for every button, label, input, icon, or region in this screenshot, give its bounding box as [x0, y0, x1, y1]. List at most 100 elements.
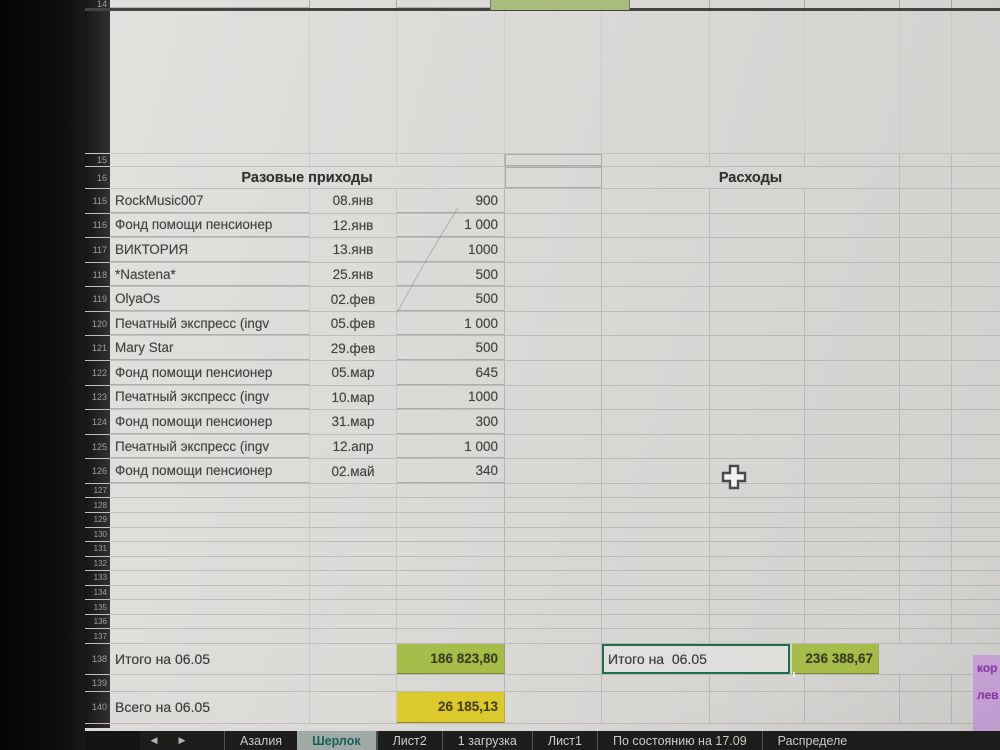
cell[interactable]: [602, 189, 710, 213]
cell[interactable]: [900, 600, 952, 614]
cell-amount[interactable]: 300: [397, 410, 505, 434]
cell[interactable]: [310, 556, 397, 571]
cell[interactable]: [710, 571, 805, 585]
cell[interactable]: [505, 513, 602, 527]
cell-date[interactable]: 25.янв: [310, 262, 397, 287]
cell-name[interactable]: Mary Star: [110, 336, 310, 361]
cell[interactable]: [602, 0, 710, 8]
cell[interactable]: [805, 11, 900, 153]
row-header[interactable]: 116: [85, 213, 110, 238]
cell[interactable]: [900, 434, 952, 459]
cell[interactable]: [110, 527, 310, 542]
cell[interactable]: [397, 614, 505, 629]
row-header[interactable]: 138: [85, 643, 110, 674]
cell[interactable]: [805, 189, 900, 213]
cell[interactable]: [900, 154, 952, 166]
cell[interactable]: [805, 459, 900, 483]
cell-amount[interactable]: 1 000: [397, 213, 505, 238]
sheet-tab-sherlok-active[interactable]: Шерлок: [297, 731, 377, 750]
cell[interactable]: [710, 691, 805, 723]
cell[interactable]: [805, 691, 900, 723]
cell[interactable]: [602, 542, 710, 556]
cell[interactable]: [602, 311, 710, 336]
expense-section-title[interactable]: Расходы: [602, 167, 900, 188]
cell[interactable]: [952, 238, 1000, 262]
cell[interactable]: [602, 213, 710, 238]
cell-amount[interactable]: 900: [397, 189, 505, 213]
cell[interactable]: [602, 556, 710, 571]
cell-date[interactable]: 08.янв: [310, 189, 397, 213]
cell[interactable]: [952, 312, 1000, 336]
cell[interactable]: [710, 385, 805, 410]
cell[interactable]: [602, 614, 710, 629]
cell[interactable]: [602, 434, 710, 459]
row-header[interactable]: 126: [85, 459, 110, 483]
cell[interactable]: [952, 513, 1000, 527]
cell[interactable]: [710, 0, 805, 8]
cell-date[interactable]: 31.мар: [310, 410, 397, 434]
cell[interactable]: [310, 11, 397, 153]
cell[interactable]: [505, 167, 602, 188]
cell[interactable]: [710, 498, 805, 513]
cell[interactable]: [602, 629, 710, 643]
cell[interactable]: [952, 11, 1000, 153]
cell[interactable]: [310, 614, 397, 629]
row-header[interactable]: 136: [85, 614, 110, 629]
cell[interactable]: [310, 629, 397, 643]
cell[interactable]: [505, 527, 602, 542]
cell[interactable]: [900, 336, 952, 361]
cell[interactable]: [505, 311, 602, 336]
row-header[interactable]: 125: [85, 434, 110, 459]
cell[interactable]: [110, 0, 310, 8]
cell[interactable]: [505, 674, 602, 691]
cell[interactable]: [805, 527, 900, 542]
income-section-title[interactable]: Разовые приходы: [110, 167, 505, 188]
cell[interactable]: [310, 674, 397, 691]
cell[interactable]: [952, 361, 1000, 385]
selected-cell-expense-total-label[interactable]: Итого на 06.05: [602, 643, 790, 674]
cell[interactable]: [505, 459, 602, 483]
cell-name[interactable]: RockMusic007: [110, 189, 310, 213]
cell[interactable]: [310, 643, 397, 674]
cell-date[interactable]: 05.мар: [310, 361, 397, 385]
cell[interactable]: [397, 571, 505, 585]
cell[interactable]: [900, 11, 952, 153]
selection-handle[interactable]: [793, 671, 795, 677]
cell[interactable]: [900, 498, 952, 513]
cell-amount[interactable]: 1000: [397, 238, 505, 262]
cell-date[interactable]: 02.фев: [310, 287, 397, 311]
cell[interactable]: [710, 287, 805, 311]
cell[interactable]: [710, 542, 805, 556]
cell[interactable]: [805, 513, 900, 527]
cell[interactable]: [602, 674, 710, 691]
cell[interactable]: [310, 513, 397, 527]
cell-amount[interactable]: 645: [397, 361, 505, 385]
grand-total-label[interactable]: Всего на 06.05: [110, 691, 310, 723]
cell[interactable]: [710, 410, 805, 434]
row-header[interactable]: 134: [85, 585, 110, 600]
cell[interactable]: [602, 361, 710, 385]
cell[interactable]: [397, 629, 505, 643]
cell-amount[interactable]: 500: [397, 287, 505, 311]
cell[interactable]: [710, 311, 805, 336]
sheet-tab-list1[interactable]: Лист1: [531, 731, 597, 750]
row-header[interactable]: 131: [85, 542, 110, 556]
cell[interactable]: [952, 586, 1000, 600]
green-highlight-cell[interactable]: [490, 0, 630, 10]
cell[interactable]: [952, 214, 1000, 238]
cell[interactable]: [900, 189, 952, 213]
cell[interactable]: [900, 410, 952, 434]
purple-note-cells[interactable]: кор лев: [973, 655, 1000, 733]
cell[interactable]: [952, 557, 1000, 571]
cell[interactable]: [602, 385, 710, 410]
cell[interactable]: [310, 691, 397, 723]
cell[interactable]: [805, 434, 900, 459]
cell[interactable]: [602, 410, 710, 434]
cell[interactable]: [952, 600, 1000, 614]
cell[interactable]: [505, 154, 602, 166]
prev-sheet-icon[interactable]: ◀: [150, 735, 158, 745]
cell[interactable]: [952, 154, 1000, 166]
cell[interactable]: [710, 527, 805, 542]
cell[interactable]: [310, 154, 397, 166]
cell-date[interactable]: 13.янв: [310, 238, 397, 262]
